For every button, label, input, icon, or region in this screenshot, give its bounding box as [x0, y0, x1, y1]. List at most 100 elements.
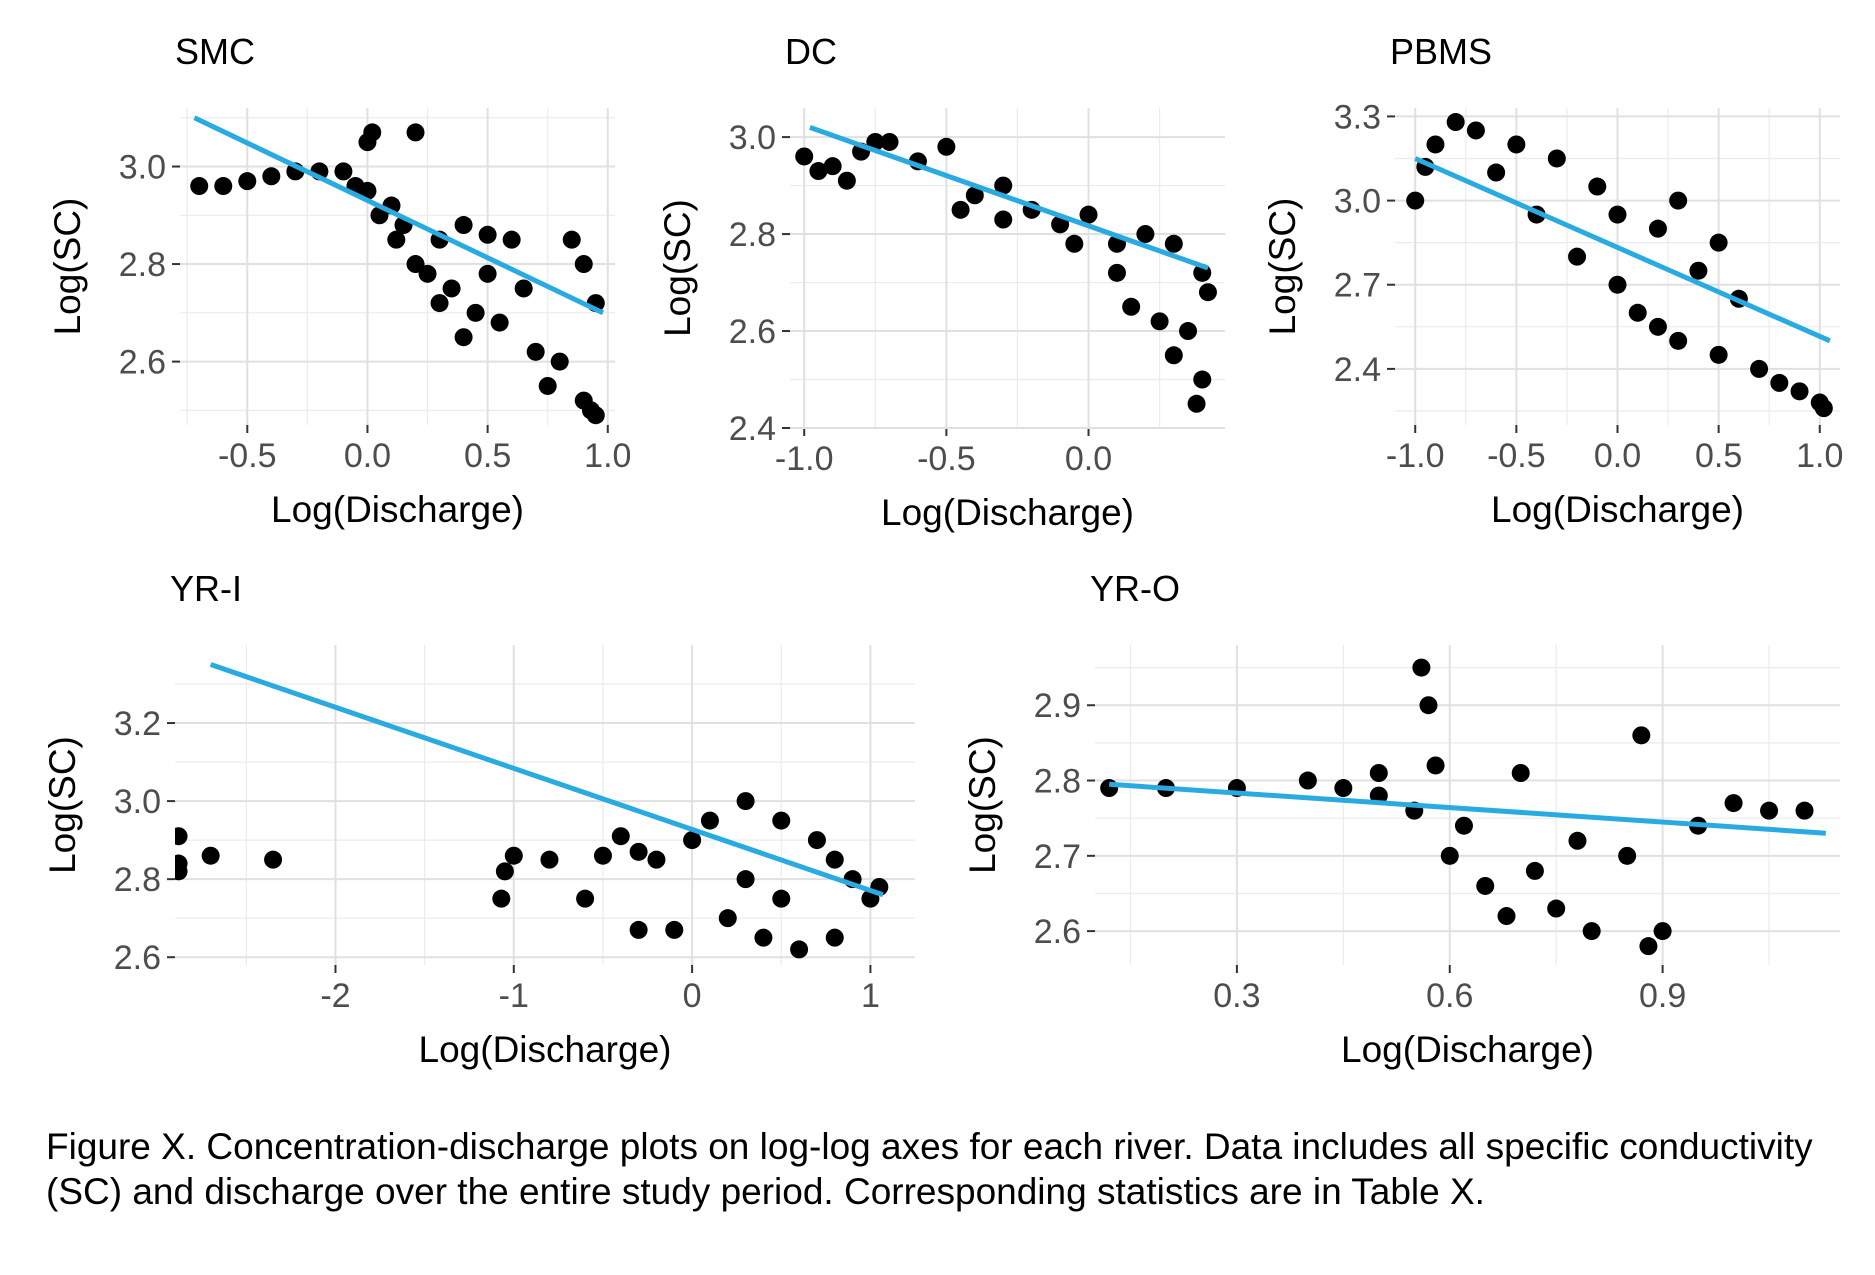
x-axis-label: Log(Discharge)	[1341, 1029, 1594, 1070]
data-point	[1669, 191, 1688, 210]
data-point	[466, 303, 485, 322]
data-point	[1689, 261, 1708, 280]
x-tick-label: 0.5	[464, 437, 511, 475]
data-point	[201, 846, 220, 865]
data-point	[1497, 907, 1516, 926]
x-tick-label: 0.0	[1065, 440, 1112, 478]
panel-title: DC	[785, 31, 837, 72]
y-tick-label: 2.6	[729, 313, 776, 351]
data-point	[586, 406, 605, 425]
data-point	[406, 123, 425, 142]
data-point	[772, 889, 791, 908]
data-point	[1639, 937, 1658, 956]
data-point	[538, 376, 557, 395]
panel-yr-i: -2 -1 0 1 2.6 2.8 3.0 3.2 YR-I Log(Discharge) Log(…	[42, 568, 915, 1070]
data-point	[502, 230, 521, 249]
points	[175, 792, 889, 959]
data-point	[1568, 247, 1587, 266]
x-axis-label: Log(Discharge)	[881, 492, 1134, 533]
data-point	[1426, 135, 1445, 154]
data-point	[1136, 225, 1155, 244]
data-point	[790, 940, 809, 959]
y-tick-label: 3.0	[729, 119, 776, 157]
panel-title: YR-I	[170, 568, 242, 609]
data-point	[1588, 177, 1607, 196]
data-point	[1709, 345, 1728, 364]
y-tick-label: 2.7	[1334, 267, 1381, 305]
data-point	[1547, 149, 1566, 168]
data-point	[665, 920, 684, 939]
data-point	[772, 811, 791, 830]
figure-caption: Figure X. Concentration-discharge plots …	[46, 1126, 1813, 1212]
x-tick-label: 0.0	[344, 437, 391, 475]
x-axis-label: Log(Discharge)	[1491, 489, 1744, 530]
data-point	[1164, 346, 1183, 365]
data-point	[504, 846, 523, 865]
data-point	[454, 216, 473, 235]
data-point	[1525, 861, 1544, 880]
y-tick-label: 2.8	[114, 861, 161, 899]
y-tick-label: 2.6	[119, 344, 166, 382]
panel-yr-o: 0.3 0.6 0.9 2.6 2.7 2.8 2.9 YR-O Log(Discharge) L…	[962, 568, 1840, 1070]
data-point	[1079, 205, 1098, 224]
data-point	[540, 850, 559, 869]
y-tick-label: 2.6	[114, 939, 161, 977]
y-axis-label: Log(SC)	[47, 198, 88, 336]
data-point	[1100, 779, 1119, 798]
x-axis-label: Log(Discharge)	[271, 489, 524, 530]
panel-smc: -0.5 0.0 0.5 1.0 2.6 2.8 3.0 SMC Log(Discharge) L…	[47, 31, 631, 530]
y-tick-label: 2.4	[729, 410, 776, 448]
data-point	[1122, 297, 1141, 316]
data-point	[1426, 756, 1445, 775]
data-point	[994, 176, 1013, 195]
data-point	[1507, 135, 1526, 154]
minor-gridlines	[175, 645, 915, 965]
data-point	[514, 279, 533, 298]
regression-line	[209, 662, 884, 898]
data-point	[795, 147, 814, 166]
data-point	[490, 313, 509, 332]
points	[190, 123, 605, 425]
data-point	[1618, 846, 1637, 865]
data-point	[1198, 283, 1217, 302]
data-point	[495, 862, 514, 881]
data-point	[175, 862, 188, 881]
data-point	[1179, 322, 1198, 341]
data-point	[358, 181, 377, 200]
panel-title: YR-O	[1090, 568, 1180, 609]
data-point	[1669, 331, 1688, 350]
data-point	[629, 842, 648, 861]
data-point	[880, 132, 899, 151]
x-tick-label: 0.9	[1639, 977, 1686, 1015]
regression-line	[1109, 781, 1826, 836]
x-tick-label: -0.5	[917, 440, 976, 478]
data-point	[1406, 191, 1425, 210]
data-point	[334, 162, 353, 181]
data-point	[823, 157, 842, 176]
data-point	[937, 137, 956, 156]
data-point	[683, 831, 702, 850]
x-tick-label: -2	[320, 977, 350, 1015]
y-tick-label: 2.8	[729, 216, 776, 254]
y-tick-label: 3.2	[114, 705, 161, 743]
data-point	[647, 850, 666, 869]
data-point	[478, 225, 497, 244]
data-point	[1648, 317, 1667, 336]
data-point	[1164, 234, 1183, 253]
data-point	[700, 811, 719, 830]
data-point	[214, 177, 233, 196]
y-tick-label: 2.8	[1034, 763, 1081, 801]
data-point	[1568, 831, 1587, 850]
y-tick-label: 2.6	[1034, 913, 1081, 951]
data-point	[190, 177, 209, 196]
data-point	[1653, 922, 1672, 941]
data-point	[1150, 312, 1169, 331]
data-point	[562, 230, 581, 249]
points	[1406, 113, 1833, 418]
regression-line	[1414, 156, 1831, 344]
data-point	[526, 342, 545, 361]
data-point	[1369, 764, 1388, 782]
points	[795, 132, 1217, 413]
data-point	[1628, 303, 1647, 322]
x-tick-label: -1.0	[775, 440, 834, 478]
